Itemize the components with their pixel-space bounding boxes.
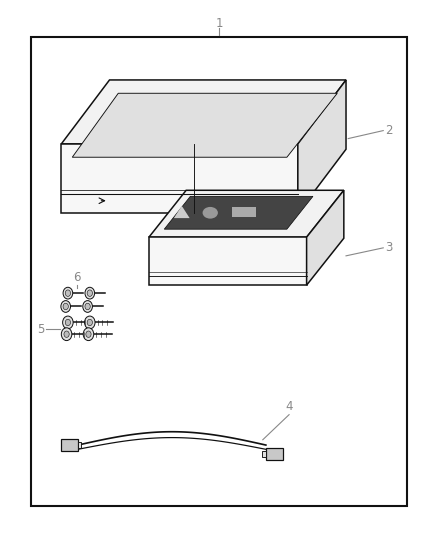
Text: 5: 5 xyxy=(37,323,45,336)
Polygon shape xyxy=(307,190,344,285)
Circle shape xyxy=(83,328,94,341)
Bar xyxy=(78,442,81,448)
Polygon shape xyxy=(164,196,313,229)
Circle shape xyxy=(63,287,73,299)
Circle shape xyxy=(61,301,71,312)
Text: 6: 6 xyxy=(73,271,81,284)
Circle shape xyxy=(87,319,92,326)
Circle shape xyxy=(86,331,91,337)
Circle shape xyxy=(63,316,73,329)
Text: 3: 3 xyxy=(385,241,393,254)
Polygon shape xyxy=(61,144,298,213)
Circle shape xyxy=(85,303,90,310)
Polygon shape xyxy=(61,80,346,144)
Polygon shape xyxy=(149,190,344,237)
Polygon shape xyxy=(149,237,307,285)
Bar xyxy=(232,207,256,217)
Circle shape xyxy=(63,303,68,310)
Circle shape xyxy=(61,328,72,341)
Circle shape xyxy=(65,319,71,326)
Text: 2: 2 xyxy=(385,124,393,137)
Circle shape xyxy=(85,316,95,329)
Bar xyxy=(262,451,266,457)
Bar xyxy=(31,37,407,506)
Bar xyxy=(61,439,78,451)
Ellipse shape xyxy=(202,207,218,219)
Text: 4: 4 xyxy=(285,400,293,413)
Circle shape xyxy=(64,331,69,337)
Circle shape xyxy=(85,287,95,299)
Text: 1: 1 xyxy=(215,18,223,30)
Bar xyxy=(266,448,283,460)
Polygon shape xyxy=(298,80,346,213)
Circle shape xyxy=(83,301,92,312)
Circle shape xyxy=(65,290,71,296)
Circle shape xyxy=(87,290,92,296)
Polygon shape xyxy=(174,206,190,218)
Polygon shape xyxy=(72,93,337,157)
